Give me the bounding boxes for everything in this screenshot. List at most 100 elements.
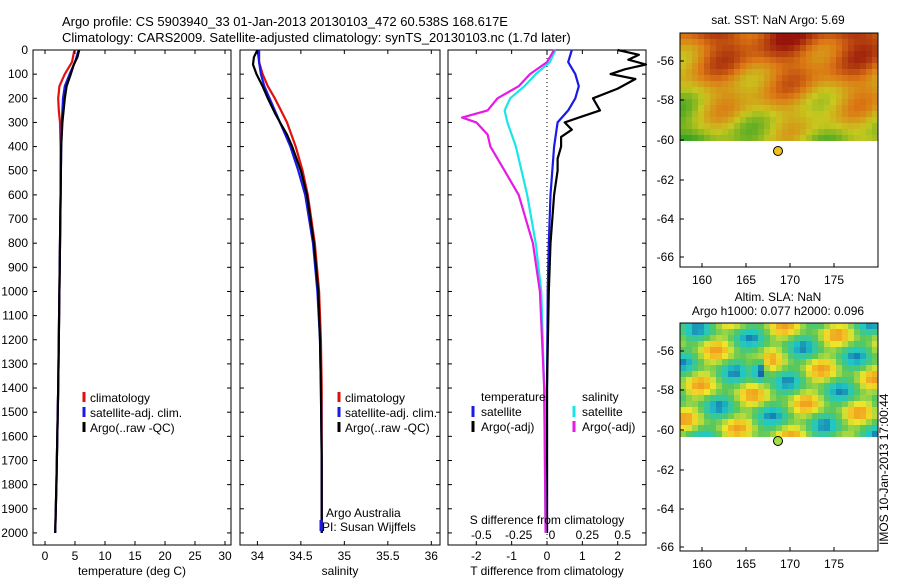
sst-cell xyxy=(722,93,728,99)
sst-cell xyxy=(722,75,728,81)
sst-cell xyxy=(794,33,800,39)
sst-cell xyxy=(866,123,872,129)
sst-cell xyxy=(758,99,764,105)
sst-cell xyxy=(758,57,764,63)
sla-cell xyxy=(866,323,872,329)
sst-cell xyxy=(758,117,764,123)
sla-cell xyxy=(776,341,782,347)
sla-cell xyxy=(812,329,818,335)
sla-cell xyxy=(788,347,794,353)
sst-cell xyxy=(692,39,698,45)
sla-cell xyxy=(794,329,800,335)
sla-cell xyxy=(764,377,770,383)
sst-cell xyxy=(818,93,824,99)
sst-cell xyxy=(776,75,782,81)
map-y-tick-label: -56 xyxy=(657,54,675,68)
sst-cell xyxy=(746,51,752,57)
sla-cell xyxy=(680,359,686,365)
sst-cell xyxy=(710,129,716,135)
sst-cell xyxy=(806,135,812,141)
sla-cell xyxy=(710,377,716,383)
sla-cell xyxy=(866,419,872,425)
sst-cell xyxy=(758,45,764,51)
sst-cell xyxy=(722,111,728,117)
x-tick-label: 0 xyxy=(42,549,49,563)
sst-cell xyxy=(836,93,842,99)
sla-cell xyxy=(782,401,788,407)
sst-cell xyxy=(776,93,782,99)
sst-cell xyxy=(740,135,746,141)
sla-cell xyxy=(680,401,686,407)
sst-cell xyxy=(842,135,848,141)
sst-cell xyxy=(848,33,854,39)
sst-cell xyxy=(812,51,818,57)
sst-cell xyxy=(800,69,806,75)
sst-cell xyxy=(782,135,788,141)
sst-cell xyxy=(746,69,752,75)
sla-cell xyxy=(680,347,686,353)
sla-cell xyxy=(836,359,842,365)
sst-cell xyxy=(716,81,722,87)
sst-cell xyxy=(806,117,812,123)
sst-cell xyxy=(728,57,734,63)
sla-cell xyxy=(686,347,692,353)
sla-cell xyxy=(818,341,824,347)
sla-cell xyxy=(830,353,836,359)
sst-cell xyxy=(704,99,710,105)
sla-cell xyxy=(686,359,692,365)
map-y-tick-label: -56 xyxy=(657,344,675,358)
sst-cell xyxy=(788,75,794,81)
sla-cell xyxy=(824,335,830,341)
sst-cell xyxy=(800,123,806,129)
sla-cell xyxy=(818,335,824,341)
sst-cell xyxy=(794,93,800,99)
sla-cell xyxy=(722,407,728,413)
depth-tick-label: 600 xyxy=(8,188,28,202)
sla-cell xyxy=(854,419,860,425)
sla-cell xyxy=(836,377,842,383)
sla-cell xyxy=(728,365,734,371)
sla-cell xyxy=(764,389,770,395)
sst-cell xyxy=(728,63,734,69)
sla-cell xyxy=(704,383,710,389)
sla-cell xyxy=(752,371,758,377)
sla-cell xyxy=(776,371,782,377)
sla-cell xyxy=(680,335,686,341)
sla-cell xyxy=(692,353,698,359)
depth-tick-label: 1900 xyxy=(1,502,28,516)
sst-cell xyxy=(734,105,740,111)
sla-cell xyxy=(734,383,740,389)
sst-cell xyxy=(716,123,722,129)
sla-cell xyxy=(680,407,686,413)
sla-cell xyxy=(728,407,734,413)
sst-cell xyxy=(698,75,704,81)
sla-cell xyxy=(800,407,806,413)
sla-cell xyxy=(800,341,806,347)
sst-cell xyxy=(764,117,770,123)
sla-cell xyxy=(692,419,698,425)
sla-cell xyxy=(824,419,830,425)
sst-cell xyxy=(782,93,788,99)
sst-cell xyxy=(764,129,770,135)
sst-cell xyxy=(716,117,722,123)
sst-cell xyxy=(776,135,782,141)
sst-cell xyxy=(680,129,686,135)
sst-cell xyxy=(758,111,764,117)
sla-cell xyxy=(818,365,824,371)
sla-cell xyxy=(836,353,842,359)
sla-cell xyxy=(752,395,758,401)
sla-cell xyxy=(770,413,776,419)
sla-cell xyxy=(830,329,836,335)
sla-cell xyxy=(836,395,842,401)
sla-cell xyxy=(812,419,818,425)
sla-cell xyxy=(746,413,752,419)
sla-cell xyxy=(776,323,782,329)
sla-cell xyxy=(698,419,704,425)
sst-cell xyxy=(872,63,878,69)
sst-cell xyxy=(860,93,866,99)
sla-cell xyxy=(860,359,866,365)
sst-cell xyxy=(872,87,878,93)
sla-cell xyxy=(740,413,746,419)
sst-cell xyxy=(818,105,824,111)
sst-cell xyxy=(788,105,794,111)
